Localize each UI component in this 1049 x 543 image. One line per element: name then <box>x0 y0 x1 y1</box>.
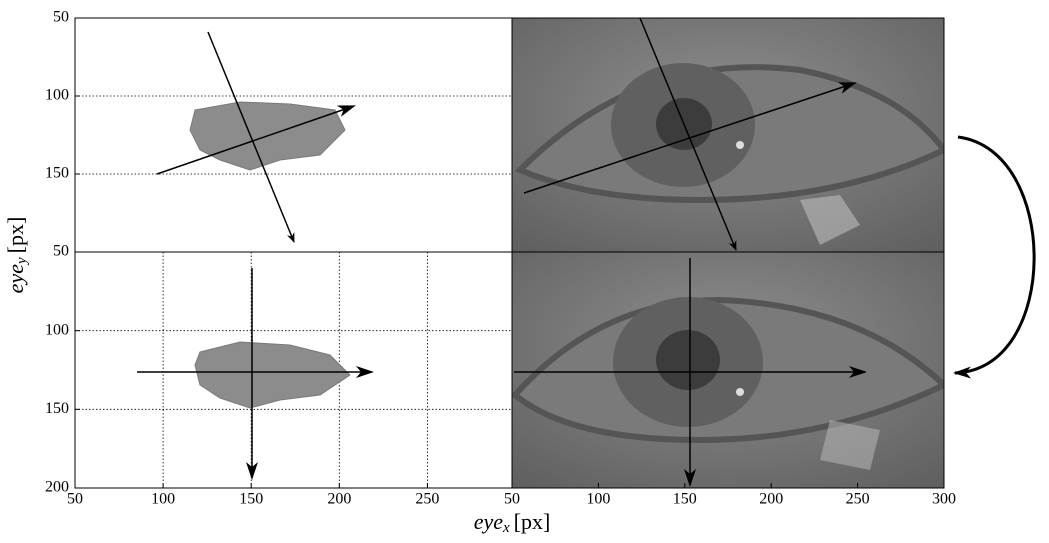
x-tick-label: 150 <box>673 491 697 508</box>
x-label-unit: [px] <box>514 509 551 534</box>
y-tick-label: 50 <box>53 9 69 26</box>
x-tick-label: 200 <box>327 491 351 508</box>
panel-frame <box>511 251 945 489</box>
x-tick-label: 250 <box>415 491 439 508</box>
eye-image-top <box>512 18 944 252</box>
x-tick-label: 200 <box>759 491 783 508</box>
y-tick-label: 100 <box>45 87 69 104</box>
y-tick-label: 150 <box>45 400 69 417</box>
y-label-base: eye <box>3 264 28 294</box>
y-tick-label: 100 <box>45 321 69 338</box>
y-tick-label: 50 <box>53 243 69 260</box>
eye-image-bottom <box>512 252 944 488</box>
y-tick-label: 150 <box>45 165 69 182</box>
arrows <box>137 17 1036 487</box>
x-tick-label: 100 <box>586 491 610 508</box>
y-label-sub: y <box>14 257 30 266</box>
x-tick-label: 250 <box>846 491 870 508</box>
x-axis-label: eyex [px] <box>474 509 551 536</box>
y-tick-label: 200 <box>45 479 69 496</box>
y-axis-label: eyey [px] <box>3 217 30 294</box>
x-tick-label: 300 <box>932 491 956 508</box>
x-label-base: eye <box>474 509 504 534</box>
x-label-sub: x <box>502 520 510 536</box>
x-tick-label: 100 <box>151 491 175 508</box>
x-tick-label: 150 <box>239 491 263 508</box>
x-tick-label: 50 <box>67 491 83 508</box>
y-label-unit: [px] <box>3 217 28 254</box>
x-tick-label: 50 <box>504 491 520 508</box>
trajectories <box>189 101 351 409</box>
